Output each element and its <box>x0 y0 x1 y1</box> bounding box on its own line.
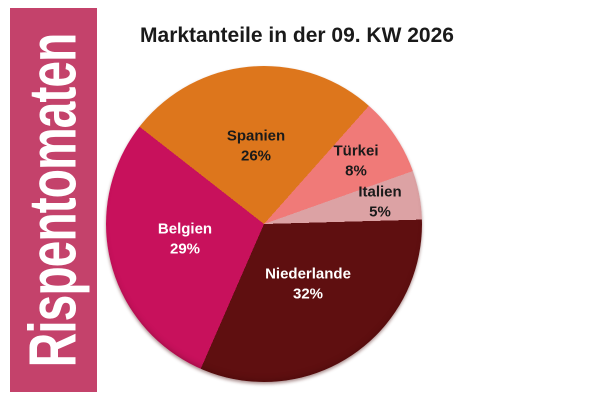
pie-chart <box>106 66 422 382</box>
product-banner: Rispentomaten <box>10 8 97 392</box>
chart-title: Marktanteile in der 09. KW 2026 <box>140 24 454 47</box>
product-banner-label: Rispentomaten <box>16 33 91 367</box>
